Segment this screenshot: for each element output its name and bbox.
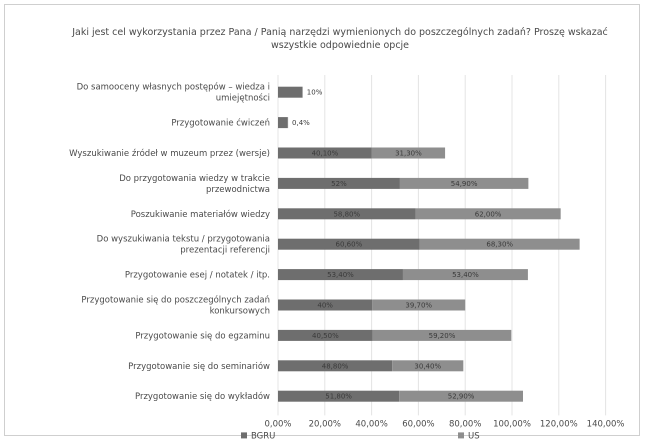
- category-label: Przygotowanie się do seminariów: [128, 361, 270, 372]
- x-tick-label: 120,00%: [540, 419, 578, 429]
- category-label: Przygotowanie ćwiczeń: [171, 118, 270, 129]
- legend: BGRU US: [241, 431, 480, 441]
- bar-bgru: [278, 117, 288, 129]
- bar-bgru: [278, 177, 400, 189]
- data-label: 0,4%: [292, 119, 310, 127]
- bar-us: [392, 360, 464, 372]
- bar-bgru: [278, 360, 393, 372]
- data-label: 51,80%: [325, 393, 352, 401]
- category-label: Do wyszukiwania tekstu / przygotowania pr…: [97, 235, 270, 256]
- x-tick-label: 20,00%: [309, 419, 341, 429]
- x-axis-ticks: 0,00% 20,00% 40,00% 60,00% 80,00% 100,00% 120,…: [264, 419, 624, 429]
- x-tick-label: 40,00%: [355, 419, 387, 429]
- bar-bgru: [278, 86, 303, 98]
- data-label: 58,80%: [333, 210, 360, 218]
- bar-us: [372, 299, 466, 311]
- category-label: Wyszukiwanie źródeł w muzeum przez (wers…: [69, 148, 270, 159]
- x-tick-label: 60,00%: [402, 419, 434, 429]
- bar-bgru: [278, 390, 400, 402]
- bar-us: [419, 238, 580, 250]
- data-label: 39,70%: [405, 302, 432, 310]
- data-label: 10%: [307, 89, 323, 97]
- data-labels: 10% 0,4% 40,10% 31,30% 52% 54,90% 58,80% 62,00%…: [292, 89, 513, 401]
- bar-us: [402, 269, 528, 281]
- data-label: 53,40%: [327, 271, 354, 279]
- bar-bgru: [278, 238, 420, 250]
- data-label: 60,60%: [336, 241, 363, 249]
- category-label: Do samooceny własnych postępów – wiedza …: [77, 82, 270, 104]
- data-label: 30,40%: [414, 362, 441, 370]
- data-label: 68,30%: [486, 241, 513, 249]
- bar-bgru: [278, 299, 373, 311]
- category-labels: Do samooceny własnych postępów – wiedza …: [69, 82, 270, 403]
- bars: [278, 86, 580, 402]
- category-label: Przygotowanie się do wykładów: [135, 391, 270, 402]
- data-label: 53,40%: [452, 271, 479, 279]
- data-label: 40,10%: [312, 150, 339, 158]
- bar-bgru: [278, 269, 403, 281]
- legend-label: BGRU: [251, 431, 275, 441]
- category-label: Przygotowanie esej / notatek / itp.: [125, 271, 270, 281]
- data-label: 62,00%: [475, 210, 502, 218]
- legend-swatch: [458, 432, 464, 439]
- bar-bgru: [278, 329, 373, 341]
- bar-us: [371, 147, 446, 159]
- x-tick-label: 0,00%: [264, 419, 291, 429]
- bar-us: [287, 117, 289, 129]
- data-label: 40,50%: [312, 332, 339, 340]
- bar-bgru: [278, 208, 416, 220]
- bar-us: [302, 86, 303, 98]
- data-label: 52%: [331, 180, 347, 188]
- category-label: Poszukiwanie materiałów wiedzy: [131, 209, 270, 220]
- x-tick-label: 100,00%: [493, 419, 531, 429]
- chart-title: Jaki jest cel wykorzystania przez Pana /…: [72, 27, 608, 51]
- data-label: 59,20%: [429, 332, 456, 340]
- bar-us: [399, 390, 523, 402]
- category-label: Przygotowanie się do poszczególnych zada…: [81, 295, 270, 317]
- data-label: 31,30%: [395, 150, 422, 158]
- data-label: 40%: [317, 302, 333, 310]
- category-label: Do przygotowania wiedzy w trakcie przewod…: [119, 174, 270, 195]
- x-tick-label: 140,00%: [587, 419, 625, 429]
- category-label: Przygotowanie się do egzaminu: [135, 331, 270, 341]
- data-label: 52,90%: [448, 393, 475, 401]
- legend-swatch: [241, 432, 247, 439]
- bar-us: [415, 208, 561, 220]
- data-label: 54,90%: [451, 180, 478, 188]
- bar-us: [399, 177, 529, 189]
- legend-label: US: [468, 431, 480, 441]
- bar-us: [372, 329, 512, 341]
- x-tick-label: 80,00%: [449, 419, 481, 429]
- data-label: 48,80%: [322, 362, 349, 370]
- bar-bgru: [278, 147, 372, 159]
